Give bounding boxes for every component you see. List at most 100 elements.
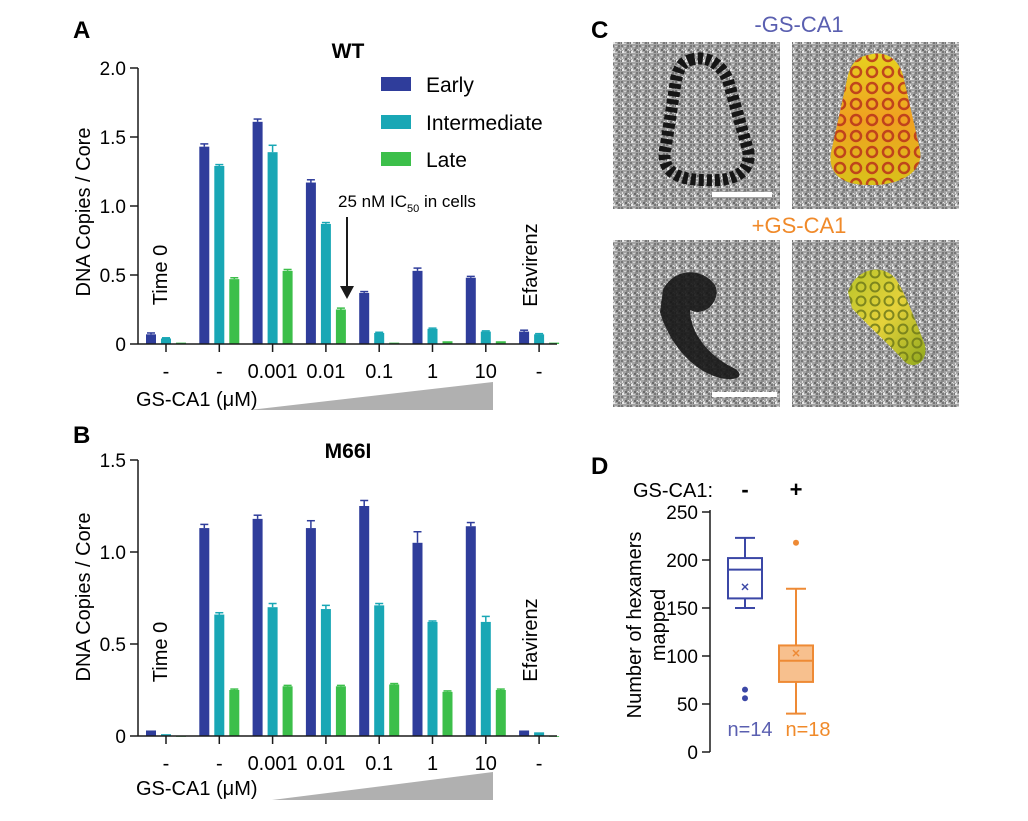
- bar-early: [199, 528, 210, 736]
- bar-intermediate: [267, 152, 278, 344]
- x-tick-label: -: [536, 753, 543, 775]
- y-tick-label: 100: [666, 647, 698, 668]
- x-tick-label: 1: [427, 753, 438, 775]
- tomogram-minus-raw: [613, 42, 780, 209]
- bar-early: [465, 277, 476, 344]
- panel-d-ylabel-line1: Number of hexamers: [624, 532, 646, 719]
- panel-a-y-axis: 0 0.5 1.0 1.5 2.0: [100, 59, 138, 356]
- bar-early: [519, 331, 530, 344]
- panel-b: B M66I DNA Copies / Core 0 0.5 1.0 1.5 - - 0.…: [73, 422, 560, 800]
- x-tick-label: 1: [427, 361, 438, 383]
- concentration-wedge-a: [250, 382, 493, 410]
- x-tick-label: -: [163, 753, 170, 775]
- time0-label-b: Time 0: [150, 622, 172, 682]
- bar-early: [305, 182, 316, 344]
- bar-late: [495, 341, 506, 344]
- bar-intermediate: [480, 621, 491, 736]
- box-iqr: [778, 644, 814, 683]
- panel-b-y-axis: 0 0.5 1.0 1.5: [100, 451, 138, 748]
- x-tick-label: -: [536, 361, 543, 383]
- bar-early: [359, 506, 370, 736]
- panel-c: C -GS-CA1 +GS-CA1: [591, 12, 959, 407]
- bar-intermediate: [427, 328, 438, 344]
- panel-d-ylabel-line2: mapped: [648, 589, 670, 661]
- panel-b-title: M66I: [325, 440, 372, 463]
- x-tick-label: 10: [475, 753, 497, 775]
- bar-late: [442, 341, 453, 344]
- y-tick-label: 1.0: [100, 543, 126, 564]
- y-tick-label: 0.5: [100, 635, 126, 656]
- time0-label-a: Time 0: [150, 245, 172, 305]
- y-tick-label: 50: [677, 695, 698, 716]
- ic50-text-main: 25 nM IC: [338, 192, 407, 211]
- bar-late: [229, 690, 240, 736]
- bar-intermediate: [374, 332, 385, 344]
- panel-d: D GS-CA1: - + Number of hexamers mapped …: [591, 453, 831, 764]
- panel-a-bars: [146, 118, 560, 344]
- y-tick-label: 1.0: [100, 197, 126, 218]
- tomogram-plus-raw: [613, 240, 780, 407]
- panel-letter-a: A: [73, 17, 90, 44]
- bar-late: [229, 279, 240, 344]
- bar-early: [252, 121, 263, 344]
- panel-a: A WT DNA Copies / Core 0 0.5 1.0 1.5 2.0 - - 0…: [73, 17, 560, 411]
- bar-early: [252, 518, 263, 736]
- legend-swatch-early: [381, 77, 411, 91]
- legend: Early Intermediate Late: [381, 74, 543, 172]
- ic50-text-tail: in cells: [419, 192, 476, 211]
- x-tick-label: -: [163, 361, 170, 383]
- legend-swatch-intermediate: [381, 115, 411, 129]
- y-tick-label: 200: [666, 551, 698, 572]
- tomogram-minus-map: [792, 42, 959, 209]
- y-tick-label: 1.5: [100, 128, 126, 149]
- outlier-point: [742, 686, 748, 693]
- x-tick-label: 0.001: [248, 753, 298, 775]
- panel-b-x-ticks: - - 0.001 0.01 0.1 1 10 -: [163, 736, 543, 775]
- panel-letter-b: B: [73, 422, 90, 449]
- x-tick-label: 10: [475, 361, 497, 383]
- bar-early: [199, 146, 210, 344]
- scale-bar-bottom: [712, 392, 777, 397]
- bar-intermediate: [320, 223, 331, 344]
- box-mean-marker: [741, 583, 749, 591]
- y-tick-label: 0: [115, 727, 126, 748]
- x-tick-label: 0.1: [365, 361, 393, 383]
- bar-intermediate: [480, 331, 491, 344]
- y-tick-label: 0.5: [100, 266, 126, 287]
- panel-a-xlabel: GS-CA1 (μM): [136, 389, 258, 411]
- bar-intermediate: [161, 338, 171, 344]
- efavirenz-label-b: Efavirenz: [520, 598, 542, 681]
- y-tick-label: 250: [666, 503, 698, 524]
- ic50-text-sub: 50: [407, 203, 419, 215]
- bar-intermediate: [374, 605, 385, 736]
- minus-gs-ca1-label: -GS-CA1: [754, 12, 843, 37]
- y-tick-label: 2.0: [100, 59, 126, 80]
- bar-early: [519, 730, 530, 736]
- bar-early: [412, 270, 423, 344]
- x-tick-label: 0.01: [306, 361, 345, 383]
- bar-early: [359, 292, 370, 344]
- panel-d-boxes: [727, 536, 814, 715]
- y-tick-label: 150: [666, 599, 698, 620]
- y-tick-label: 0: [687, 743, 698, 764]
- n-plus: n=18: [785, 719, 830, 741]
- box-mean-marker: [792, 649, 800, 657]
- bar-late: [282, 686, 293, 736]
- panel-letter-d: D: [591, 453, 608, 480]
- box-iqr: [727, 557, 763, 600]
- group-minus-label: -: [741, 477, 748, 502]
- legend-swatch-late: [381, 152, 411, 166]
- y-tick-label: 1.5: [100, 451, 126, 472]
- x-tick-label: 0.001: [248, 361, 298, 383]
- bar-late: [335, 309, 346, 344]
- panel-a-x-ticks: - - 0.001 0.01 0.1 1 10 -: [163, 344, 543, 383]
- ic50-arrow-head: [340, 286, 354, 299]
- panel-b-bars: [146, 499, 560, 737]
- bar-intermediate: [320, 609, 331, 736]
- x-tick-label: 0.1: [365, 753, 393, 775]
- legend-early: Early: [426, 74, 474, 97]
- x-tick-label: -: [216, 361, 223, 383]
- ic50-annotation: 25 nM IC50 in cells: [338, 192, 476, 299]
- panel-a-ylabel: DNA Copies / Core: [73, 128, 95, 297]
- bar-early: [412, 542, 423, 736]
